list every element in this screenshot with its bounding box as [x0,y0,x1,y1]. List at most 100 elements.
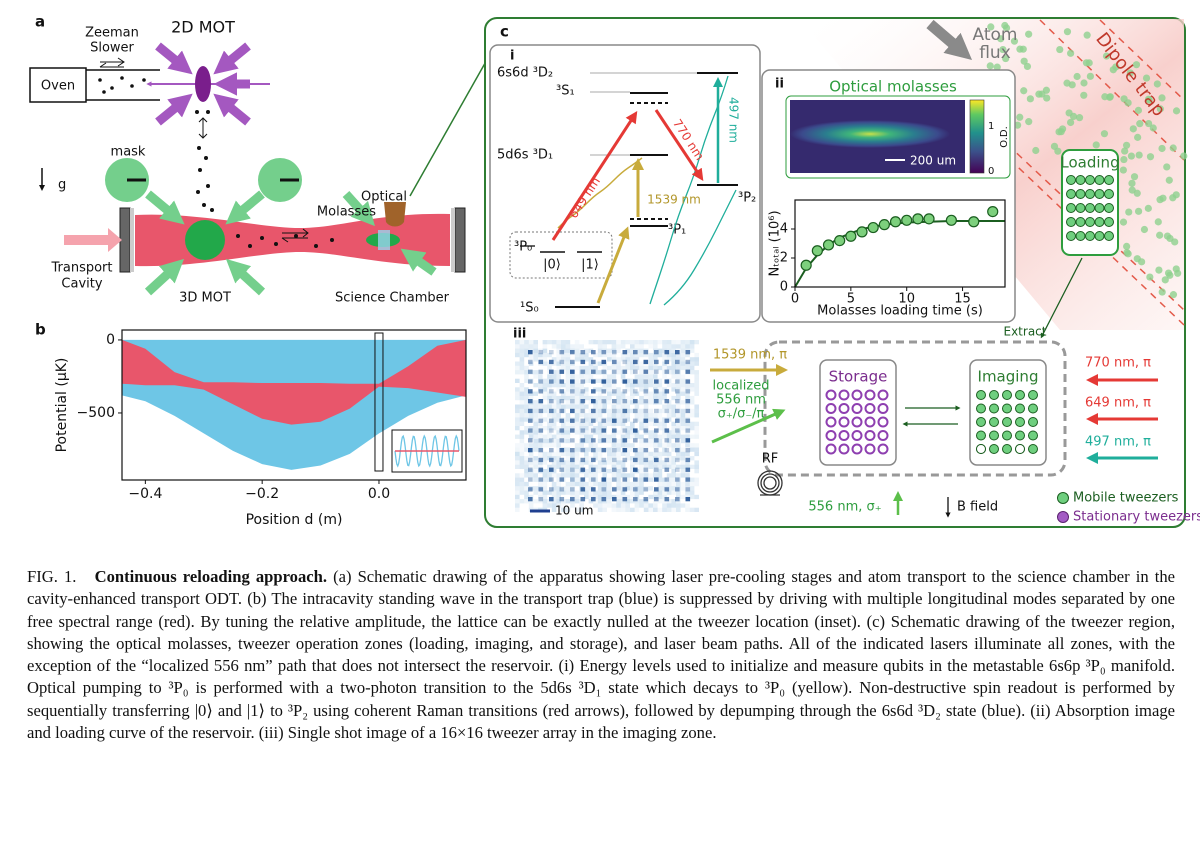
tweezer [989,403,999,414]
pixel [639,473,644,478]
pixel [593,494,598,500]
pixel [625,503,630,508]
spot [612,477,617,482]
pixel [561,490,566,495]
pixel [662,460,667,465]
tweezer [825,443,837,455]
pixel [639,451,644,457]
atom [1100,130,1109,138]
spot [685,399,691,404]
pixel [666,490,672,495]
spot [591,350,596,355]
pixel [648,460,653,465]
atom [1002,24,1011,32]
pixel [689,434,695,439]
point [822,239,835,251]
pixel [542,494,548,500]
pixel [597,352,603,358]
pixel [639,426,644,431]
atom [1016,113,1024,121]
pixel [574,383,580,388]
pixel [551,460,557,465]
spot [559,399,565,404]
pixel [533,499,538,504]
spot [528,448,533,453]
spot [633,399,638,404]
pixel [643,352,649,358]
pixel [662,370,667,375]
point [889,216,902,228]
pixel [565,447,571,452]
atom [1172,107,1181,115]
pixel [519,361,525,366]
pixel [547,352,552,358]
pixel [653,413,658,418]
pixel [671,490,676,495]
pixel [588,447,594,452]
pixel [579,490,584,495]
pixel [570,469,575,474]
pixel [657,443,663,448]
tweezer [864,403,876,414]
pixel [597,490,603,495]
pixel [570,490,575,495]
spot [685,428,691,433]
pixel [597,404,603,409]
spot [580,379,586,384]
velocity-arrows [99,57,125,68]
pixel [630,447,635,452]
pixel [597,460,603,465]
pixel [556,370,561,375]
atom [1128,179,1136,187]
pixel [630,365,635,371]
spot [643,408,649,414]
pixel [602,490,607,495]
pixel [570,486,575,491]
pixel [611,434,617,439]
pixel [662,490,667,495]
spot [580,399,586,404]
pixel [588,473,594,478]
pixel [528,404,534,409]
pixel [579,426,584,431]
pixel [561,404,566,409]
atom [1010,37,1019,45]
pixel [588,434,594,439]
pixel [524,460,529,465]
pixel [630,456,635,461]
pixel [515,456,520,461]
pixel [584,395,589,401]
atom [1120,155,1128,164]
level-label: ³S₁ [556,84,575,99]
pixel [588,370,594,375]
pixel [515,473,520,478]
spot [601,438,607,443]
spot [612,379,617,384]
pixel [538,464,543,469]
pixel [607,357,612,362]
pixel [565,430,571,435]
spot [612,448,617,453]
pixel [551,357,557,362]
pixel [542,473,548,478]
pixel [570,404,575,409]
pixel [519,499,525,504]
tweezer [1075,175,1086,185]
pixel [630,370,635,375]
atom [1169,291,1178,299]
pixel [602,460,607,465]
spot [538,369,544,374]
pixel [657,456,663,461]
pixel [694,421,699,426]
atom [1171,238,1179,246]
optical-label: Molasses [317,205,376,220]
pixel [593,481,598,487]
pixel [657,391,663,396]
extract-label: Extract [1004,325,1047,339]
atom [1055,128,1063,136]
pixel [570,426,575,431]
pixel [634,352,640,358]
pixel [648,408,653,414]
pixel [662,434,667,439]
pixel [556,340,561,345]
